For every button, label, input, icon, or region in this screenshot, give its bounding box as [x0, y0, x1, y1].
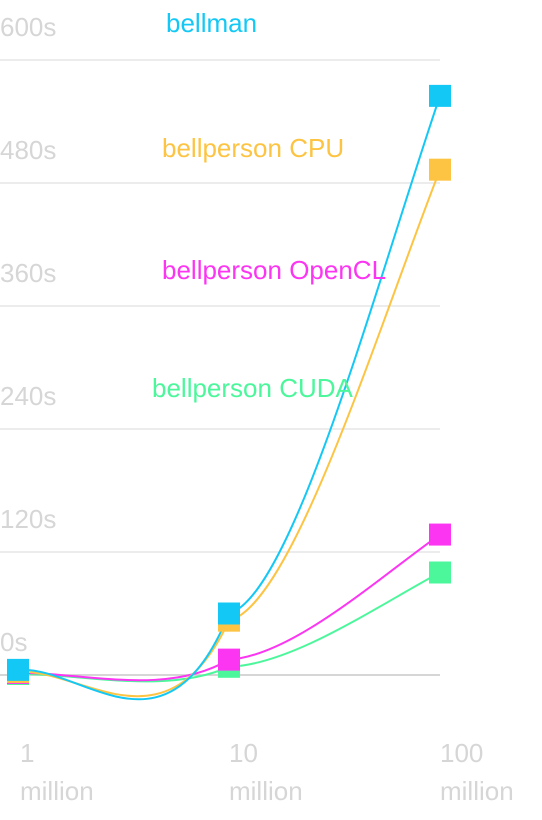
- y-tick-label: 600s: [0, 12, 56, 42]
- y-tick-label: 360s: [0, 258, 56, 288]
- x-axis-ticks: 1 million 10 million 100 million: [20, 738, 514, 806]
- x-tick-unit: million: [229, 776, 303, 806]
- x-tick-unit: million: [20, 776, 94, 806]
- x-tick-unit: million: [440, 776, 514, 806]
- data-point-bellperson-cpu: [429, 158, 451, 181]
- grid-lines: [0, 59, 440, 676]
- legend: bellman bellperson CPU bellperson OpenCL be…: [152, 8, 386, 403]
- data-point-bellman: [7, 658, 29, 681]
- legend-label-bellperson-cpu: bellperson CPU: [162, 133, 344, 163]
- data-point-bellperson-opencl: [429, 523, 451, 546]
- y-axis-ticks: 0s 120s 240s 360s 480s 600s: [0, 12, 56, 657]
- data-point-bellman: [218, 602, 240, 625]
- legend-label-bellman: bellman: [166, 8, 257, 38]
- y-tick-label: 0s: [0, 627, 27, 657]
- x-tick-value: 1: [20, 738, 34, 768]
- data-point-bellperson-cuda: [429, 561, 451, 584]
- y-tick-label: 120s: [0, 504, 56, 534]
- data-point-bellperson-opencl: [218, 648, 240, 671]
- x-tick-value: 100: [440, 738, 483, 768]
- x-tick-value: 10: [229, 738, 258, 768]
- series-markers: [7, 84, 451, 685]
- legend-label-bellperson-cuda: bellperson CUDA: [152, 373, 354, 403]
- legend-label-bellperson-opencl: bellperson OpenCL: [162, 255, 386, 285]
- y-tick-label: 480s: [0, 135, 56, 165]
- series-line-bellman: [17, 95, 441, 701]
- data-point-bellman: [429, 84, 451, 107]
- y-tick-label: 240s: [0, 381, 56, 411]
